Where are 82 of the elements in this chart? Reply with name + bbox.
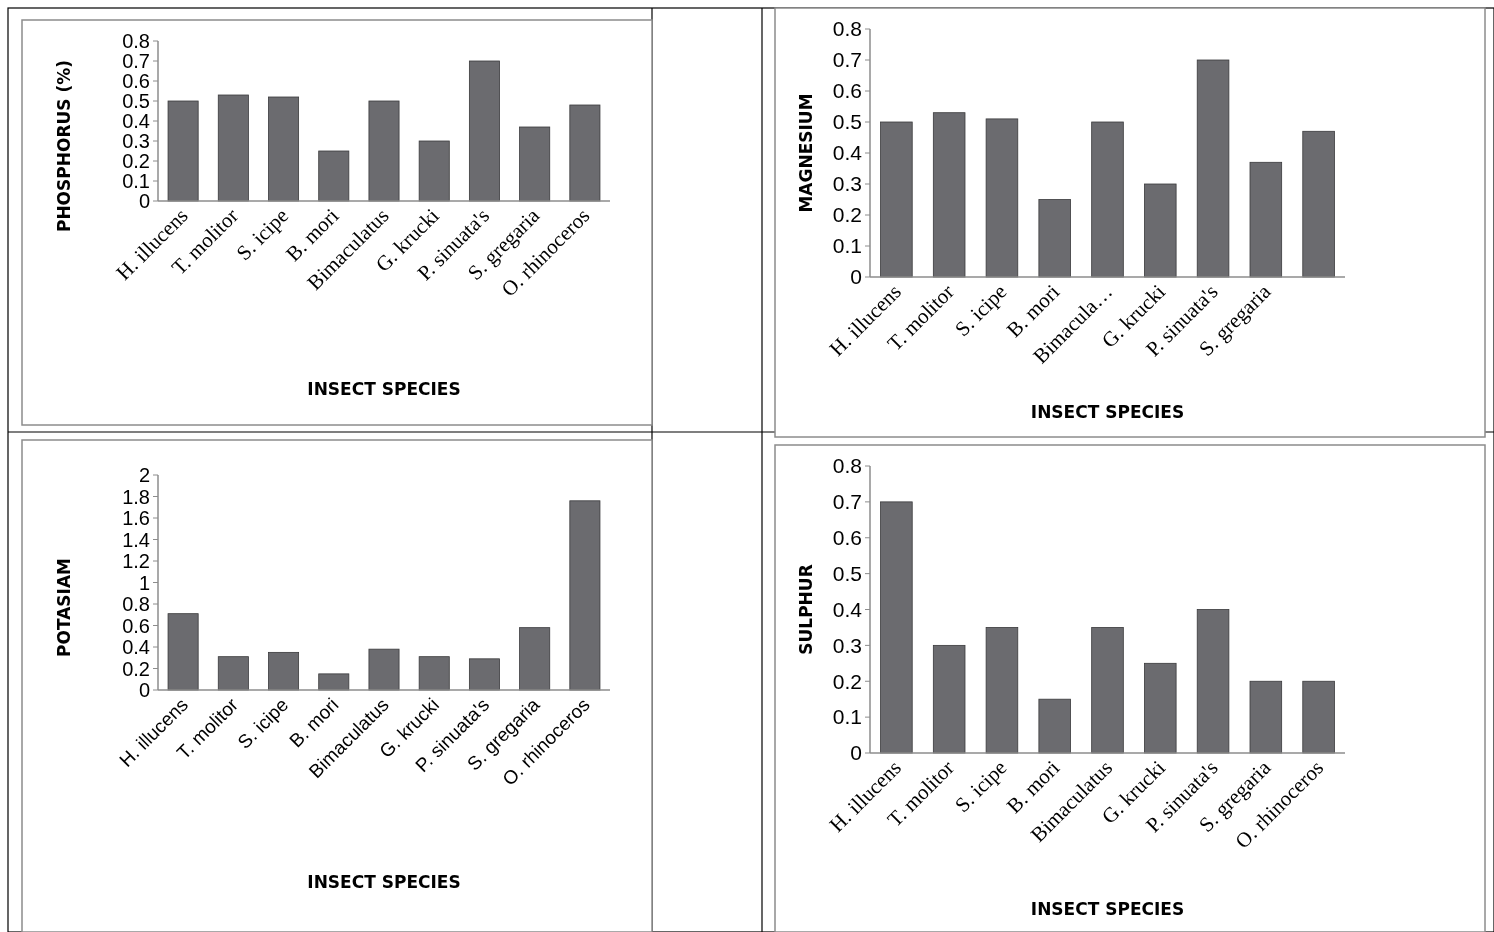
y-tick-label: 1.2	[122, 550, 150, 572]
bar	[569, 104, 601, 202]
y-tick-label: 0.7	[832, 490, 862, 514]
y-tick-label: 0	[850, 265, 862, 289]
y-tick-label: 2	[138, 464, 150, 486]
y-tick-label: 0.6	[122, 70, 150, 92]
y-tick-label: 0.3	[832, 172, 862, 196]
bar	[519, 627, 551, 691]
bar	[880, 121, 913, 278]
y-axis-title: SULPHUR	[796, 564, 816, 655]
y-tick-label: 1.8	[122, 485, 150, 508]
bar	[1302, 130, 1335, 278]
bar	[268, 651, 300, 691]
y-tick-label: 0.5	[122, 90, 150, 112]
bar	[1302, 680, 1335, 754]
x-axis-title: INSECT SPECIES	[307, 872, 461, 892]
bar	[880, 501, 913, 754]
y-tick-label: 0.2	[122, 150, 150, 172]
y-tick-label: 0.1	[122, 170, 150, 192]
y-tick-label: 0.7	[832, 48, 862, 72]
bar	[368, 648, 400, 691]
y-tick-label: 0.6	[832, 79, 862, 103]
bar	[1038, 199, 1071, 278]
bar	[418, 656, 450, 691]
y-tick-label: 1.6	[122, 507, 150, 529]
bar	[318, 673, 350, 691]
y-tick-label: 0	[850, 741, 862, 765]
bar	[932, 644, 966, 754]
bar	[985, 118, 1019, 278]
y-tick-label: 1.4	[122, 528, 150, 551]
bar	[217, 656, 249, 691]
bar	[1196, 609, 1230, 754]
y-tick-label: 0.1	[832, 234, 862, 258]
y-tick-label: 0.3	[122, 130, 150, 152]
bar	[1249, 161, 1283, 278]
y-tick-label: 0.8	[832, 454, 862, 478]
y-tick-label: 0.7	[122, 50, 150, 72]
y-tick-label: 0.6	[832, 526, 862, 550]
bar	[1144, 662, 1177, 754]
y-tick-label: 0.4	[122, 110, 150, 132]
bar	[985, 627, 1019, 754]
bar	[1144, 183, 1177, 278]
y-tick-label: 0.8	[122, 30, 150, 52]
bar	[1038, 698, 1071, 754]
y-axis-title: POTASIAM	[54, 558, 74, 657]
y-axis-title: PHOSPHORUS (%)	[54, 59, 74, 233]
bar	[418, 140, 450, 202]
bar	[932, 112, 966, 278]
y-tick-label: 0.4	[122, 636, 150, 658]
bar	[268, 96, 300, 202]
x-axis-title: INSECT SPECIES	[1030, 402, 1185, 422]
y-tick-label: 0.2	[122, 657, 150, 680]
y-tick-label: 0.8	[122, 593, 150, 615]
bar	[217, 94, 249, 202]
y-tick-label: 0.1	[832, 705, 862, 729]
bar	[1249, 680, 1283, 754]
y-tick-label: 0	[138, 190, 150, 212]
y-tick-label: 0.4	[832, 141, 863, 165]
y-tick-label: 0.6	[122, 614, 150, 637]
y-tick-label: 0.2	[832, 669, 862, 693]
bar	[519, 126, 551, 202]
bar	[1196, 59, 1230, 278]
x-axis-title: INSECT SPECIES	[1030, 899, 1185, 919]
x-axis-title: INSECT SPECIES	[307, 379, 461, 399]
y-axis-title: MAGNESIUM	[796, 93, 816, 213]
bar	[1091, 627, 1124, 754]
bar	[468, 658, 500, 691]
bar	[167, 100, 199, 202]
y-tick-label: 1	[138, 571, 150, 594]
y-tick-label: 0.5	[832, 561, 862, 585]
bar	[167, 613, 199, 691]
bar	[569, 500, 601, 691]
y-tick-label: 0.5	[832, 110, 862, 134]
y-tick-label: 0.2	[832, 203, 862, 227]
bar	[468, 60, 500, 202]
y-tick-label: 0	[138, 679, 150, 701]
bar	[368, 100, 400, 202]
y-tick-label: 0.3	[832, 633, 862, 657]
bar	[318, 150, 350, 202]
y-tick-label: 0.8	[832, 17, 862, 41]
bar	[1091, 121, 1124, 278]
y-tick-label: 0.4	[832, 597, 863, 621]
